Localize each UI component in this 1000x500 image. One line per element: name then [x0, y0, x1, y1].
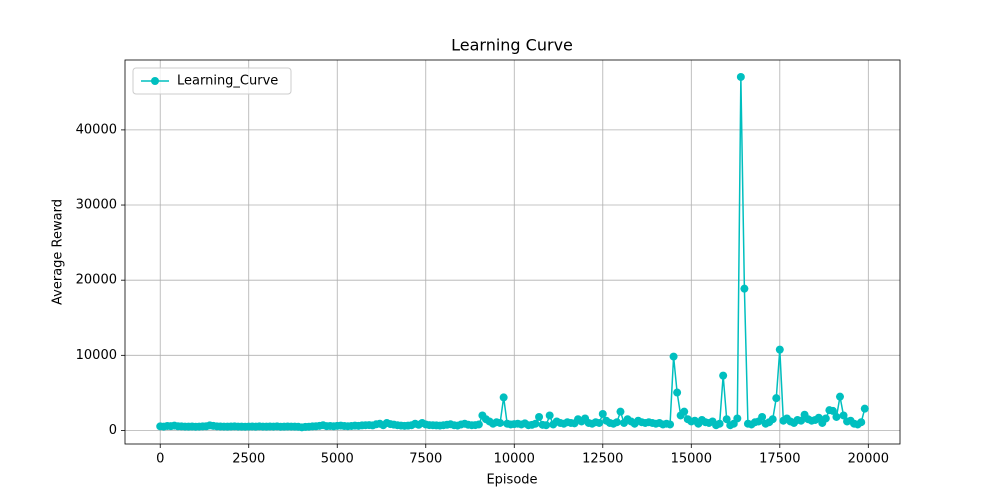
data-point — [722, 415, 731, 424]
data-point — [715, 419, 724, 428]
data-point — [673, 388, 682, 397]
data-point — [535, 412, 544, 421]
data-point — [736, 72, 745, 81]
data-point — [775, 345, 784, 354]
data-point — [758, 412, 767, 421]
y-tick-label: 10000 — [76, 348, 117, 363]
x-tick-label: 15000 — [671, 452, 712, 467]
data-point — [832, 412, 841, 421]
x-tick-label: 5000 — [321, 452, 354, 467]
data-point — [797, 416, 806, 425]
y-tick-label: 0 — [109, 423, 117, 438]
data-point — [616, 407, 625, 416]
data-point — [857, 418, 866, 427]
data-point — [821, 414, 830, 423]
data-point — [496, 418, 505, 427]
chart-title: Learning Curve — [451, 36, 573, 55]
x-tick-label: 17500 — [759, 452, 800, 467]
data-point — [531, 419, 540, 428]
data-point — [595, 418, 604, 427]
legend: Learning_Curve — [132, 67, 292, 95]
x-tick-label: 12500 — [582, 452, 623, 467]
data-point — [719, 371, 728, 380]
x-tick-label: 2500 — [232, 452, 265, 467]
x-tick-label: 7500 — [409, 452, 442, 467]
data-point — [598, 409, 607, 418]
x-tick-label: 10000 — [494, 452, 535, 467]
data-point — [768, 415, 777, 424]
data-point — [474, 420, 483, 429]
x-axis-label: Episode — [486, 473, 537, 488]
data-point — [666, 420, 675, 429]
data-point — [612, 418, 621, 427]
legend-marker — [151, 77, 159, 85]
y-tick-label: 30000 — [76, 198, 117, 213]
legend-frame — [132, 67, 292, 95]
data-point — [835, 392, 844, 401]
y-tick-label: 20000 — [76, 273, 117, 288]
legend-label: Learning_Curve — [177, 74, 278, 89]
x-tick-label: 0 — [156, 452, 164, 467]
data-point — [772, 394, 781, 403]
data-point — [499, 393, 508, 402]
data-point — [839, 411, 848, 420]
data-point — [545, 411, 554, 420]
y-axis-label: Average Reward — [51, 199, 66, 305]
data-point — [828, 406, 837, 415]
y-tick-label: 40000 — [76, 122, 117, 137]
data-point — [733, 414, 742, 423]
data-point — [740, 284, 749, 293]
data-point — [680, 407, 689, 416]
x-tick-label: 20000 — [848, 452, 889, 467]
plot-frame — [124, 59, 901, 445]
data-point — [860, 404, 869, 413]
data-point — [669, 352, 678, 361]
data-point — [542, 421, 551, 430]
